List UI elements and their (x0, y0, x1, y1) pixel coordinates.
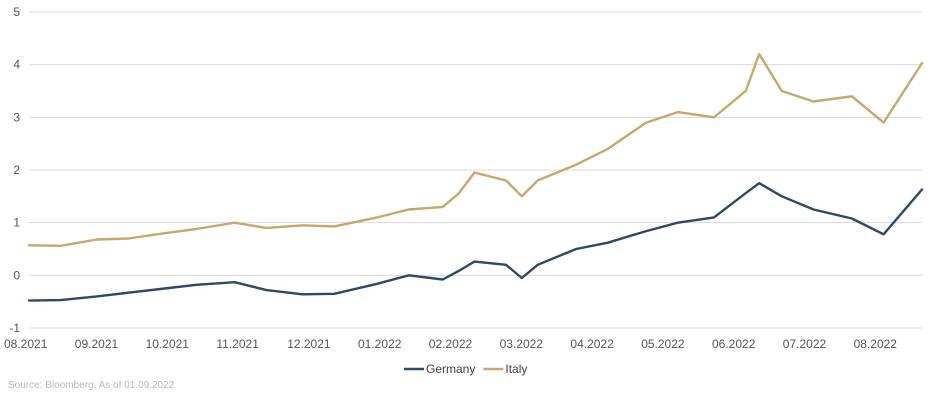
x-tick-label: 08.2022 (854, 337, 898, 351)
y-tick-label: 1 (13, 216, 20, 230)
gridlines (29, 11, 922, 329)
x-tick-label: 03.2022 (500, 337, 544, 351)
x-tick-label: 01.2022 (358, 337, 402, 351)
y-tick-label: 0 (13, 268, 20, 282)
x-tick-label: 04.2022 (570, 337, 614, 351)
y-tick-label: 4 (13, 58, 20, 72)
x-axis-ticks: 08.2021 09.2021 10.2021 11.2021 12.2021 01.20… (4, 337, 897, 351)
x-tick-label: 11.2021 (216, 337, 259, 351)
y-tick-label: 5 (13, 5, 20, 19)
legend: Germany Italy (404, 362, 527, 376)
x-tick-label: 02.2022 (429, 337, 473, 351)
y-axis-ticks: -1 0 1 2 3 4 5 (9, 5, 20, 335)
series-lines (27, 52, 924, 302)
y-tick-label: -1 (9, 321, 20, 335)
x-tick-label: 08.2021 (4, 337, 48, 351)
x-tick-label: 06.2022 (712, 337, 756, 351)
series-line-germany (27, 181, 924, 302)
x-tick-label: 07.2022 (783, 337, 827, 351)
source-note: Source: Bloomberg, As of 01.09.2022 (8, 380, 175, 391)
x-tick-label: 10.2021 (146, 337, 190, 351)
y-tick-label: 3 (13, 110, 20, 124)
legend-label: Germany (426, 362, 475, 376)
x-tick-label: 09.2021 (75, 337, 119, 351)
series-line-italy (27, 52, 924, 248)
x-tick-label: 12.2021 (287, 337, 331, 351)
x-tick-label: 05.2022 (641, 337, 685, 351)
legend-label: Italy (505, 362, 527, 376)
y-tick-label: 2 (13, 163, 20, 177)
